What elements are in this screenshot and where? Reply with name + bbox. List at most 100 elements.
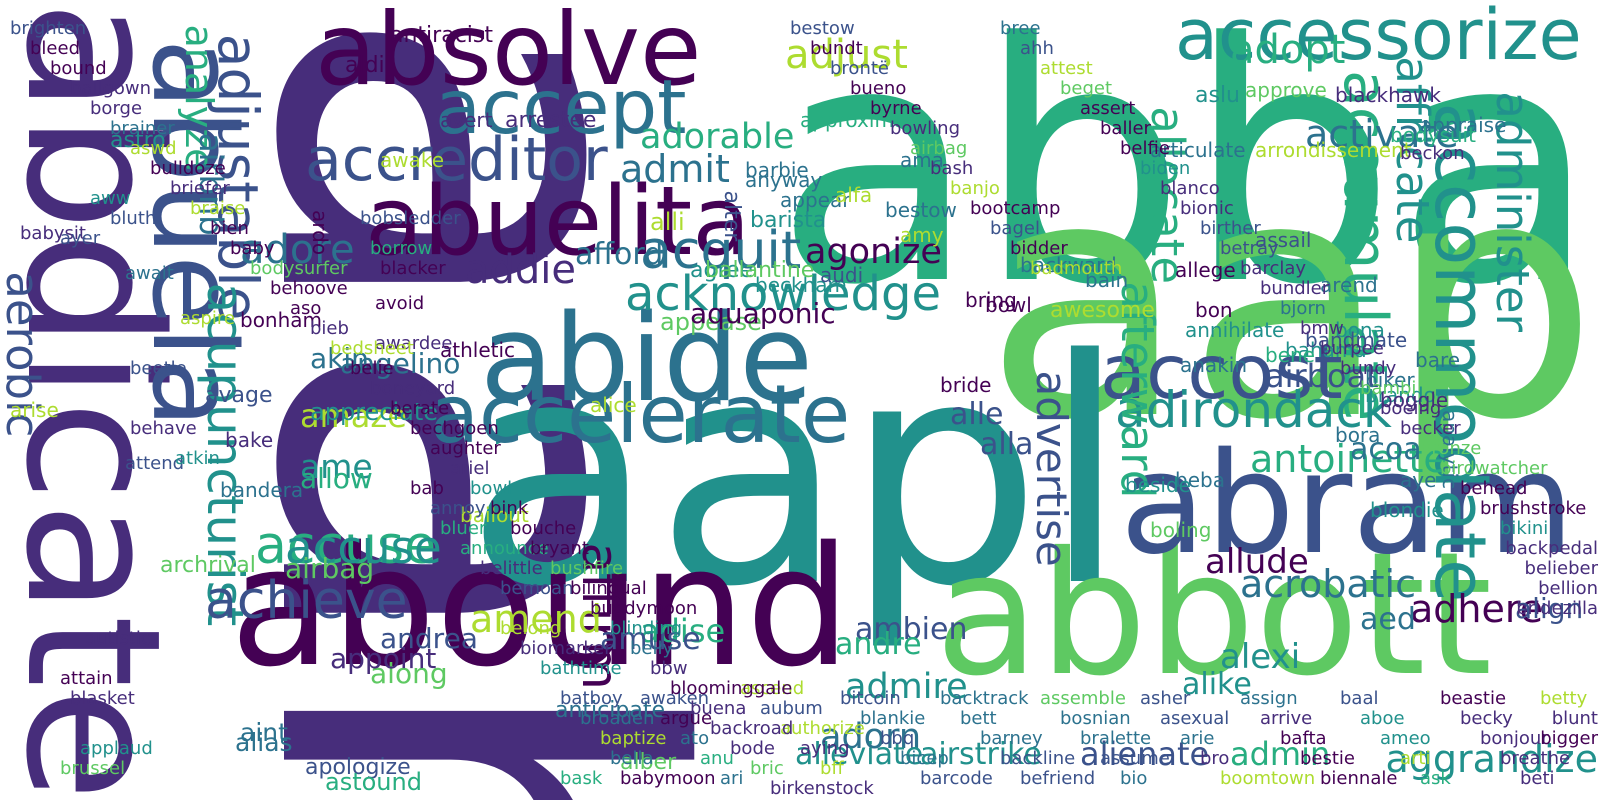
cloud-word-alfa: alfa bbox=[835, 183, 873, 207]
cloud-word-allude: allude bbox=[1205, 542, 1309, 582]
cloud-word-boling: boling bbox=[1150, 518, 1212, 542]
cloud-word-argue: argue bbox=[660, 708, 713, 729]
cloud-word-bella: bella bbox=[610, 748, 654, 769]
cloud-word-await: await bbox=[125, 263, 174, 284]
cloud-word-acoa: acoa bbox=[1350, 432, 1422, 467]
cloud-word-blinding: blinding bbox=[610, 618, 683, 639]
cloud-word-beastie: beastie bbox=[1440, 688, 1507, 709]
cloud-word-bechgoen: bechgoen bbox=[410, 418, 499, 439]
cloud-word-bigger: bigger bbox=[1540, 728, 1598, 749]
cloud-word-amaze: amaze bbox=[300, 397, 407, 435]
cloud-word-ballantine: ballantine bbox=[705, 258, 815, 283]
cloud-word-ardo: ardo bbox=[308, 210, 332, 256]
cloud-word-backroad: backroad bbox=[710, 718, 794, 739]
cloud-word-bieb: bieb bbox=[310, 318, 349, 339]
cloud-word-brussel: brussel bbox=[60, 758, 126, 779]
cloud-word-belong: belong bbox=[500, 618, 562, 639]
cloud-word-bicep: bicep bbox=[900, 748, 949, 769]
cloud-word-align: align bbox=[1515, 592, 1584, 625]
cloud-word-acknowledge: acknowledge bbox=[625, 266, 941, 322]
cloud-word-bryant: bryant bbox=[530, 538, 589, 559]
cloud-word-bona: bona bbox=[1335, 318, 1385, 342]
cloud-word-awardee: awardee bbox=[375, 333, 453, 354]
cloud-word-baptize: baptize bbox=[600, 728, 667, 749]
cloud-word-adorn: adorn bbox=[820, 717, 922, 757]
cloud-word-befriend: befriend bbox=[1020, 768, 1096, 789]
cloud-word-bien: bien bbox=[210, 218, 249, 239]
cloud-word-borge: borge bbox=[90, 98, 143, 119]
cloud-word-belieber: belieber bbox=[1524, 558, 1598, 579]
cloud-word-appreciate: appreciate bbox=[310, 398, 439, 426]
cloud-word-bjorn: bjorn bbox=[1280, 298, 1326, 319]
cloud-word-afford: afford bbox=[575, 237, 664, 272]
cloud-word-bowling: bowling bbox=[890, 118, 960, 139]
cloud-word-bmw: bmw bbox=[1300, 318, 1344, 339]
cloud-word-bink: bink bbox=[490, 498, 529, 519]
cloud-word-audi: audi bbox=[820, 263, 864, 287]
cloud-word-authorize: authorize bbox=[780, 718, 865, 739]
cloud-word-bound: bound bbox=[50, 58, 107, 79]
cloud-word-adore: adore bbox=[240, 227, 355, 273]
cloud-word-bowl: bowl bbox=[985, 293, 1032, 317]
cloud-word-angelino: angelino bbox=[340, 347, 461, 380]
cloud-word-bathtime: bathtime bbox=[540, 658, 622, 679]
cloud-word-bellion: bellion bbox=[1538, 578, 1598, 599]
cloud-word-articulate: articulate bbox=[1150, 138, 1246, 162]
cloud-word-becky: becky bbox=[1460, 708, 1513, 729]
cloud-word-bedsheet: bedsheet bbox=[330, 338, 414, 359]
cloud-word-baby: baby bbox=[230, 238, 275, 259]
cloud-word-assail: assail bbox=[1255, 228, 1312, 252]
cloud-word-absolve: absolve bbox=[315, 0, 702, 108]
cloud-word-arrestee: arrestee bbox=[505, 108, 597, 133]
cloud-word-bidder: bidder bbox=[1010, 238, 1068, 259]
cloud-word-backpedal: backpedal bbox=[1505, 538, 1598, 559]
cloud-word-athletic: athletic bbox=[440, 338, 516, 362]
cloud-word-bab: bab bbox=[410, 478, 444, 499]
cloud-word-bionic: bionic bbox=[1180, 198, 1234, 219]
cloud-word-abuelita: abuelita bbox=[365, 167, 751, 277]
cloud-word-allow: allow bbox=[300, 462, 373, 495]
cloud-word-aboe: aboe bbox=[1360, 708, 1405, 729]
cloud-word-bon: bon bbox=[1195, 298, 1233, 322]
cloud-word-ahh: ahh bbox=[1020, 38, 1054, 59]
cloud-word-aying: aying bbox=[800, 738, 850, 759]
cloud-word-bake: bake bbox=[225, 428, 274, 452]
cloud-word-apologize: apologize bbox=[305, 755, 411, 780]
cloud-word-accelerate: accelerate bbox=[430, 368, 851, 461]
cloud-word-bagel: bagel bbox=[990, 218, 1040, 239]
cloud-word-barbie: barbie bbox=[745, 158, 809, 182]
cloud-word-bulldoze: bulldoze bbox=[150, 158, 226, 179]
cloud-word-aldi: aldi bbox=[345, 53, 385, 78]
cloud-word-anyway: anyway bbox=[745, 168, 823, 192]
cloud-word-berate: berate bbox=[390, 398, 450, 419]
cloud-word-brighten: brighten bbox=[10, 18, 87, 39]
cloud-word-asher: asher bbox=[1140, 688, 1191, 709]
cloud-word-abide: abide bbox=[480, 290, 814, 429]
cloud-word-agonize: agonize bbox=[805, 232, 942, 272]
cloud-word-airboat: airboat bbox=[1265, 357, 1379, 395]
cloud-word-akin: akin bbox=[310, 342, 369, 375]
cloud-word-bambi: bambi bbox=[1360, 378, 1417, 399]
cloud-word-boeing: boeing bbox=[1380, 398, 1442, 419]
cloud-word-beetle: beetle bbox=[130, 358, 187, 379]
cloud-word-bundy: bundy bbox=[1340, 358, 1397, 379]
cloud-word-baller: baller bbox=[1100, 118, 1151, 139]
cloud-word-accessorize: accessorize bbox=[1175, 0, 1582, 76]
cloud-word-bahama: bahama bbox=[1285, 338, 1367, 362]
cloud-word-amuse: amuse bbox=[600, 622, 701, 657]
cloud-word-bode: bode bbox=[730, 738, 775, 759]
cloud-word-abram: abram bbox=[1120, 423, 1575, 586]
cloud-word-ambien: ambien bbox=[855, 612, 968, 647]
cloud-word-bronze: bronze bbox=[1420, 438, 1482, 459]
cloud-word-assume: assume bbox=[1100, 748, 1170, 769]
cloud-word-atkin: atkin bbox=[175, 448, 220, 469]
cloud-word-bushfire: bushfire bbox=[550, 558, 624, 579]
cloud-word-bleed: bleed bbox=[30, 38, 81, 59]
cloud-word-anakin: anakin bbox=[1180, 353, 1248, 377]
cloud-word-bff: bff bbox=[820, 758, 844, 779]
cloud-word-aswd: aswd bbox=[130, 138, 177, 159]
cloud-word-brushstroke: brushstroke bbox=[1480, 498, 1587, 519]
cloud-word-bene: bene bbox=[1265, 343, 1315, 367]
cloud-word-belfie: belfie bbox=[1120, 138, 1170, 159]
cloud-word-alice: alice bbox=[590, 393, 637, 417]
